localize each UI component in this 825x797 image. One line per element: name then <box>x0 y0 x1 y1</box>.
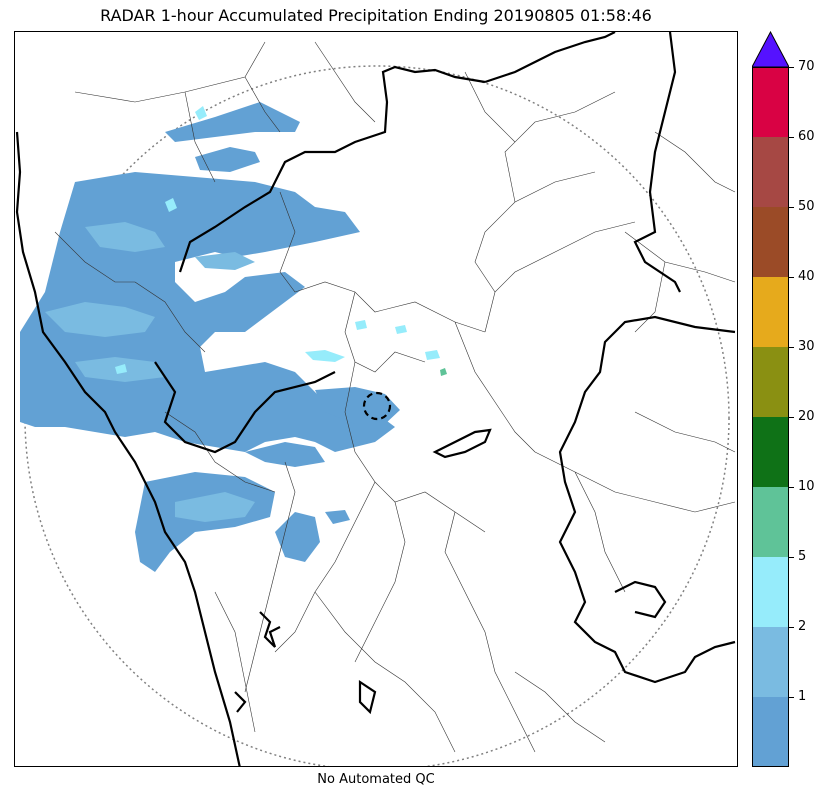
qc-note: No Automated QC <box>317 772 435 787</box>
colorbar-segment <box>752 417 789 487</box>
map-canvas <box>15 32 736 766</box>
precipitation-echoes <box>20 102 447 572</box>
colorbar-tick-label: 5 <box>798 549 807 564</box>
map-title: RADAR 1-hour Accumulated Precipitation E… <box>100 6 652 25</box>
colorbar-tick-label: 20 <box>798 409 815 424</box>
colorbar-tick <box>789 487 794 488</box>
colorbar-tick <box>789 207 794 208</box>
colorbar-segment <box>752 487 789 557</box>
colorbar-tick <box>789 627 794 628</box>
colorbar-tick <box>789 137 794 138</box>
colorbar-segment <box>752 697 789 767</box>
colorbar-tick <box>789 347 794 348</box>
colorbar-segment <box>752 557 789 627</box>
colorbar-tick <box>789 277 794 278</box>
colorbar-tick-label: 1 <box>798 689 807 704</box>
colorbar-segment <box>752 347 789 417</box>
colorbar-tick <box>789 697 794 698</box>
colorbar-extend-arrow <box>752 31 789 67</box>
precipitation-colorbar: 1 2 5 10 20 30 40 50 60 70 <box>752 31 815 767</box>
colorbar-tick-label: 10 <box>798 479 815 494</box>
radar-site-marker <box>362 391 392 421</box>
district-boundaries <box>54 41 736 753</box>
colorbar-tick-label: 2 <box>798 619 807 634</box>
colorbar-tick-label: 60 <box>798 129 815 144</box>
colorbar-segment <box>752 277 789 347</box>
colorbar-segment <box>752 137 789 207</box>
colorbar-tick-label: 70 <box>798 59 815 74</box>
colorbar-tick-label: 50 <box>798 199 815 214</box>
colorbar-segment <box>752 627 789 697</box>
colorbar-segment <box>752 67 789 137</box>
colorbar-tick <box>789 417 794 418</box>
colorbar-tick-label: 30 <box>798 339 815 354</box>
colorbar-tick <box>789 67 794 68</box>
colorbar-tick <box>789 557 794 558</box>
state-boundaries <box>15 32 736 766</box>
colorbar-tick-label: 40 <box>798 269 815 284</box>
precipitation-map[interactable] <box>14 31 738 767</box>
colorbar-segment <box>752 207 789 277</box>
